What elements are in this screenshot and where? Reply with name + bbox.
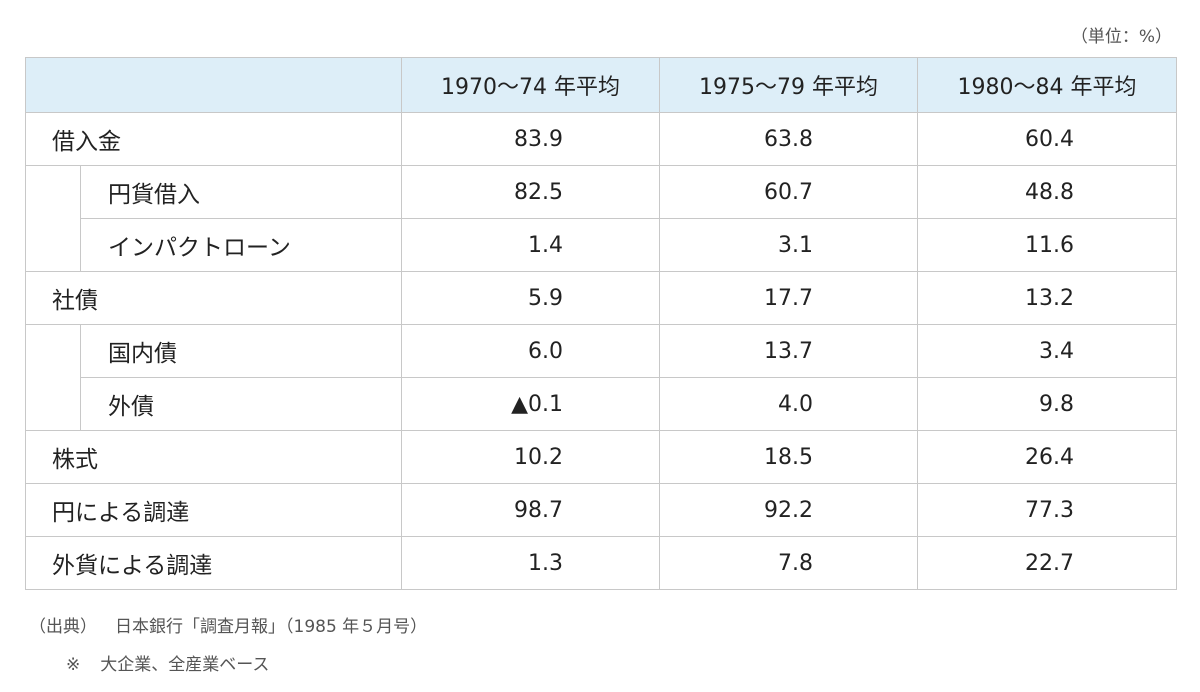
cell-value: 5.9	[401, 271, 660, 325]
column-header-1975-79: 1975〜79 年平均	[659, 57, 918, 113]
cell-value: 4.0	[659, 377, 918, 431]
cell-value: 1.4	[401, 218, 660, 272]
cell-value: ▲0.1	[401, 377, 660, 431]
unit-label: （単位：%）	[1070, 27, 1172, 47]
cell-value: 3.1	[659, 218, 918, 272]
cell-value: 13.2	[917, 271, 1177, 325]
cell-value: 7.8	[659, 536, 918, 590]
cell-value: 60.7	[659, 165, 918, 219]
table-row: インパクトローン 1.4 3.1 11.6	[25, 218, 1177, 272]
source-text: 日本銀行「調査月報」（1985 年５月号）	[115, 617, 428, 637]
table-row: 外債 ▲0.1 4.0 9.8	[25, 377, 1177, 431]
cell-value: 92.2	[659, 483, 918, 537]
footnote: ※ 大企業、全産業ベース	[66, 650, 269, 675]
cell-value: 98.7	[401, 483, 660, 537]
cell-value: 13.7	[659, 324, 918, 378]
table-header-row: 1970〜74 年平均 1975〜79 年平均 1980〜84 年平均	[25, 57, 1177, 113]
table-row: 円による調達 98.7 92.2 77.3	[25, 483, 1177, 537]
cell-value: 77.3	[917, 483, 1177, 537]
cell-value: 83.9	[401, 112, 660, 166]
row-label: 国内債	[80, 324, 402, 378]
indent-cell	[25, 324, 81, 378]
cell-value: 63.8	[659, 112, 918, 166]
cell-value: 3.4	[917, 324, 1177, 378]
cell-value: 9.8	[917, 377, 1177, 431]
row-label: 円による調達	[25, 483, 402, 537]
table-row: 国内債 6.0 13.7 3.4	[25, 324, 1177, 378]
cell-value: 22.7	[917, 536, 1177, 590]
cell-value: 18.5	[659, 430, 918, 484]
row-label: 円貨借入	[80, 165, 402, 219]
cell-value: 6.0	[401, 324, 660, 378]
row-label: インパクトローン	[80, 218, 402, 272]
financing-table: 1970〜74 年平均 1975〜79 年平均 1980〜84 年平均 借入金 …	[25, 57, 1177, 590]
note-mark: ※	[66, 655, 81, 675]
cell-value: 60.4	[917, 112, 1177, 166]
column-header-blank	[25, 57, 402, 113]
row-label: 借入金	[25, 112, 402, 166]
row-label: 外債	[80, 377, 402, 431]
table-row: 株式 10.2 18.5 26.4	[25, 430, 1177, 484]
indent-cell	[25, 377, 81, 431]
row-label: 株式	[25, 430, 402, 484]
source-citation: （出典） 日本銀行「調査月報」（1985 年５月号）	[29, 612, 427, 637]
note-text: 大企業、全産業ベース	[100, 655, 270, 675]
cell-value: 1.3	[401, 536, 660, 590]
negative-triangle-icon: ▲	[511, 391, 528, 417]
table-row: 社債 5.9 17.7 13.2	[25, 271, 1177, 325]
indent-cell	[25, 165, 81, 219]
indent-cell	[25, 218, 81, 272]
cell-number: 0.1	[528, 391, 563, 417]
row-label: 外貨による調達	[25, 536, 402, 590]
table-row: 円貨借入 82.5 60.7 48.8	[25, 165, 1177, 219]
cell-value: 48.8	[917, 165, 1177, 219]
cell-value: 26.4	[917, 430, 1177, 484]
cell-value: 17.7	[659, 271, 918, 325]
table-row: 借入金 83.9 63.8 60.4	[25, 112, 1177, 166]
row-label: 社債	[25, 271, 402, 325]
column-header-1970-74: 1970〜74 年平均	[401, 57, 660, 113]
cell-value: 11.6	[917, 218, 1177, 272]
cell-value: 82.5	[401, 165, 660, 219]
table-row: 外貨による調達 1.3 7.8 22.7	[25, 536, 1177, 590]
source-label: （出典）	[29, 617, 97, 637]
column-header-1980-84: 1980〜84 年平均	[917, 57, 1177, 113]
cell-value: 10.2	[401, 430, 660, 484]
